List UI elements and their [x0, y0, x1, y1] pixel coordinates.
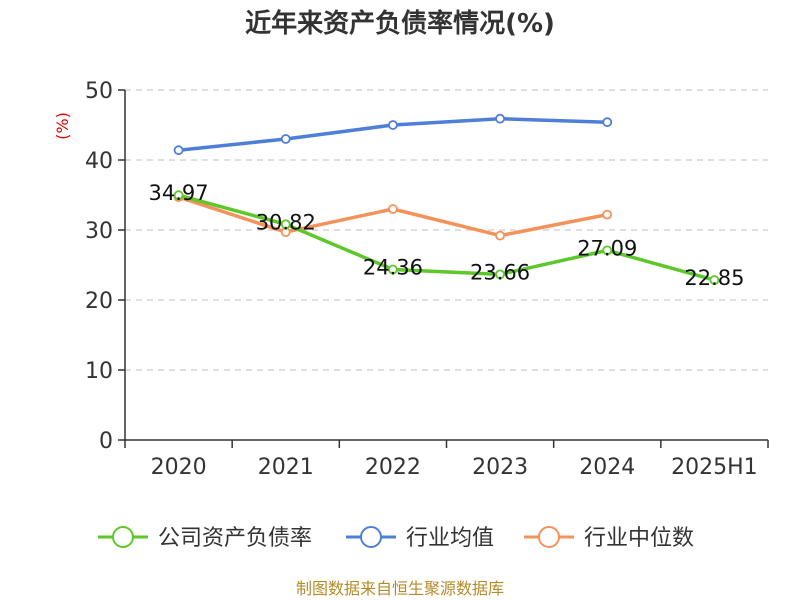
y-tick-label: 50: [85, 79, 113, 104]
grid-layer: [125, 89, 768, 371]
data-point: [602, 117, 613, 128]
data-point: [709, 275, 720, 285]
y-tick-label: 40: [85, 149, 113, 174]
data-point: [173, 145, 184, 156]
y-axis-unit: (%): [53, 112, 72, 140]
data-point: [280, 219, 291, 230]
y-tick-label: 10: [85, 359, 113, 384]
series-layer: [173, 113, 720, 285]
data-point: [388, 264, 398, 275]
legend-label: 行业中位数: [584, 526, 694, 551]
y-tick-label: 0: [99, 429, 113, 454]
data-point: [388, 204, 398, 214]
data-label: 30.82: [256, 210, 316, 234]
data-point: [495, 230, 505, 241]
data-label: 27.09: [577, 236, 637, 260]
legend-swatch-marker: [360, 526, 382, 548]
data-label: 24.36: [363, 255, 423, 279]
data-point: [495, 113, 505, 124]
x-tick-label: 2021: [258, 455, 314, 480]
data-point: [173, 190, 184, 201]
legend-swatch-marker: [538, 526, 560, 548]
legend-label: 公司资产负债率: [158, 526, 312, 551]
data-label: 22.85: [684, 266, 744, 290]
x-tick-label: 2022: [365, 455, 421, 480]
x-tick-label: 2023: [472, 455, 528, 480]
series-line: [178, 193, 715, 282]
data-point: [280, 134, 291, 144]
axis-layer: 0 10 20 30 40 50 2020 2021 2022 2023 2024 2025H1: [85, 79, 769, 480]
y-tick-label: 20: [85, 289, 113, 314]
data-label: 34.97: [149, 181, 209, 205]
x-tick-label: 2025H1: [671, 455, 758, 480]
data-point: [602, 245, 613, 256]
legend-label: 行业均值: [406, 526, 494, 551]
data-label-layer: 34.97 30.82 24.36 23.66 27.09 22.85: [149, 181, 745, 290]
data-label: 23.66: [470, 260, 530, 284]
data-point: [388, 120, 398, 130]
source-note: 制图数据来自恒生聚源数据库: [296, 579, 504, 598]
x-tick-label: 2024: [579, 455, 635, 480]
legend: 公司资产负债率 行业均值 行业中位数: [98, 526, 694, 551]
y-tick-label: 30: [85, 219, 113, 244]
legend-swatch-marker: [112, 526, 134, 548]
x-tick-label: 2020: [151, 455, 207, 480]
chart-title: 近年来资产负债率情况(%): [245, 8, 555, 39]
data-point: [495, 269, 505, 280]
data-point: [602, 209, 613, 220]
